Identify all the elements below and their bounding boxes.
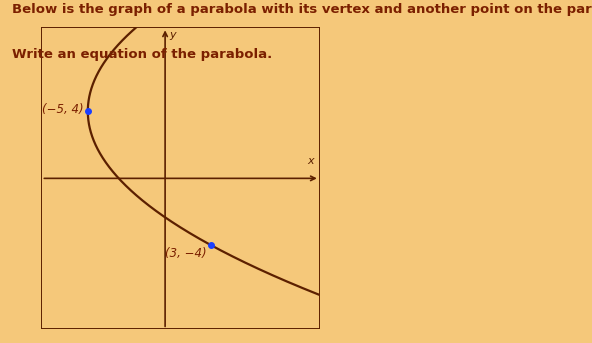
Text: y: y (169, 31, 176, 40)
Text: Below is the graph of a parabola with its vertex and another point on the parabo: Below is the graph of a parabola with it… (12, 3, 592, 16)
Text: x: x (307, 156, 314, 166)
Text: (−5, 4): (−5, 4) (41, 103, 83, 116)
Text: (3, −4): (3, −4) (165, 247, 207, 260)
Text: Write an equation of the parabola.: Write an equation of the parabola. (12, 48, 272, 61)
